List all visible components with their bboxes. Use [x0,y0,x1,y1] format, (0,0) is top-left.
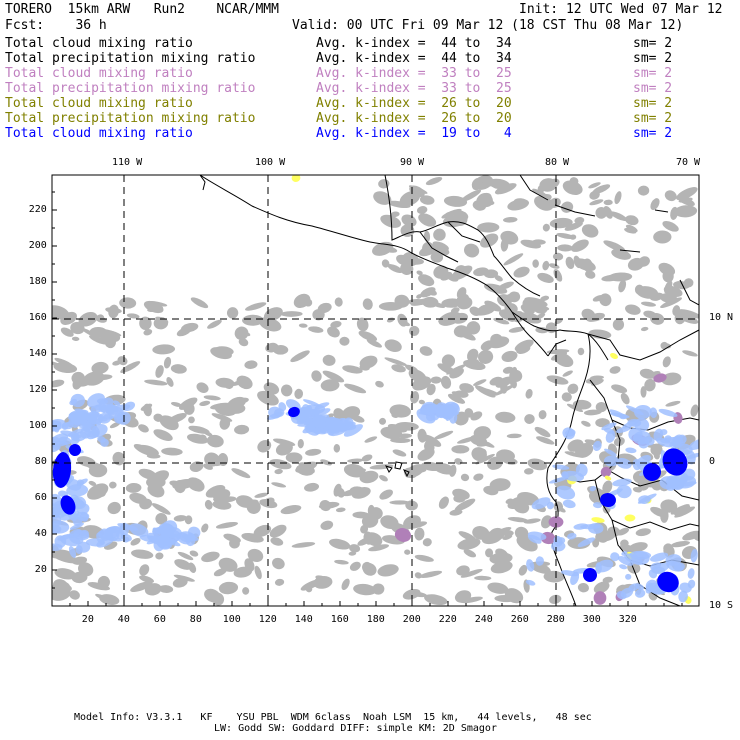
legend-k-index: Avg. k-index = 26 to 20 [316,111,512,126]
legend-smoothing: sm= 2 [633,111,673,126]
legend-k-index: Avg. k-index = 19 to 4 [316,126,512,141]
x-tick-label: 40 [117,614,130,625]
coastline [199,175,699,606]
lon-label: 70 W [676,157,701,168]
lon-label: 80 W [545,157,570,168]
legend-k-index: Avg. k-index = 26 to 20 [316,96,512,111]
y-tick-label: 200 [28,240,47,251]
lat-label: 10 S [709,600,734,611]
y-tick-label: 40 [34,528,47,539]
x-tick-label: 300 [582,614,601,625]
legend-smoothing: sm= 2 [633,81,673,96]
x-tick-label: 60 [153,614,166,625]
legend-k-index: Avg. k-index = 44 to 34 [316,51,512,66]
cloud-blue-layer [52,393,699,603]
lon-label: 90 W [400,157,425,168]
x-tick-label: 320 [618,614,637,625]
y-tick-label: 60 [34,492,47,503]
y-tick-label: 80 [34,456,47,467]
legend-smoothing: sm= 2 [633,96,673,111]
x-tick-label: 20 [81,614,94,625]
header-valid: Valid: 00 UTC Fri 09 Mar 12 (18 CST Thu … [292,18,684,33]
x-tick-label: 280 [546,614,565,625]
y-tick-label: 120 [28,384,47,395]
y-tick-label: 160 [28,312,47,323]
x-tick-label: 100 [222,614,241,625]
header-forecast: Fcst: 36 h [5,18,107,33]
legend-field: Total precipitation mixing ratio [5,51,256,66]
x-tick-label: 220 [438,614,457,625]
x-tick-label: 160 [330,614,349,625]
legend-smoothing: sm= 2 [633,36,673,51]
x-tick-label: 240 [474,614,493,625]
y-tick-label: 180 [28,276,47,287]
legend-field: Total cloud mixing ratio [5,36,193,51]
y-tick-label: 100 [28,420,47,431]
x-tick-label: 260 [510,614,529,625]
lat-label: 0 [709,456,716,467]
lon-label: 100 W [255,157,286,168]
x-tick-label: 80 [189,614,202,625]
legend-field: Total cloud mixing ratio [5,96,193,111]
legend-field: Total precipitation mixing ratio [5,81,256,96]
legend-smoothing: sm= 2 [633,126,673,141]
legend-k-index: Avg. k-index = 33 to 25 [316,66,512,81]
legend-field: Total cloud mixing ratio [5,126,193,141]
x-tick-label: 120 [258,614,277,625]
header-init: Init: 12 UTC Wed 07 Mar 12 [519,2,723,17]
legend-smoothing: sm= 2 [633,66,673,81]
header-model: TORERO 15km ARW Run2 NCAR/MMM [5,2,279,17]
legend-k-index: Avg. k-index = 33 to 25 [316,81,512,96]
y-tick-label: 20 [34,564,47,575]
y-tick-label: 220 [28,204,47,215]
legend-field: Total precipitation mixing ratio [5,111,256,126]
legend-k-index: Avg. k-index = 44 to 34 [316,36,512,51]
lon-label: 110 W [112,157,143,168]
y-tick-label: 140 [28,348,47,359]
footer-model-info: Model Info: V3.3.1 KF YSU PBL WDM 6class… [74,712,592,723]
x-tick-label: 200 [402,614,421,625]
footer-physics: LW: Godd SW: Goddard DIFF: simple KM: 2D… [214,723,497,734]
lat-label: 10 N [709,312,734,323]
x-tick-label: 140 [294,614,313,625]
legend-smoothing: sm= 2 [633,51,673,66]
x-tick-label: 180 [366,614,385,625]
legend-field: Total cloud mixing ratio [5,66,193,81]
